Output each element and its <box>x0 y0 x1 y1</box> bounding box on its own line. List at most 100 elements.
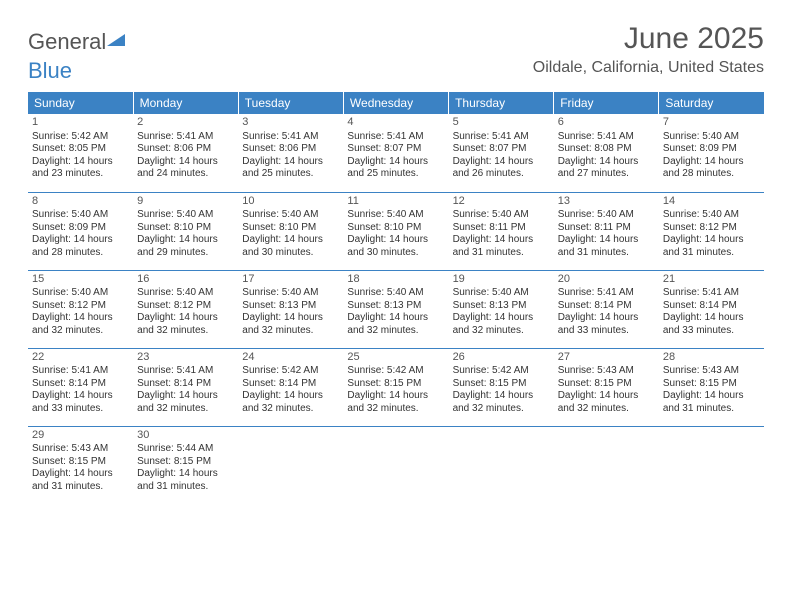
day-number: 8 <box>32 195 129 209</box>
day-details: Sunrise: 5:40 AMSunset: 8:11 PMDaylight:… <box>558 209 655 259</box>
calendar-day: 9Sunrise: 5:40 AMSunset: 8:10 PMDaylight… <box>133 192 238 270</box>
calendar-day: 12Sunrise: 5:40 AMSunset: 8:11 PMDayligh… <box>449 192 554 270</box>
calendar-empty <box>238 426 343 504</box>
day-number: 11 <box>347 195 444 209</box>
calendar-day: 23Sunrise: 5:41 AMSunset: 8:14 PMDayligh… <box>133 348 238 426</box>
calendar-week: 22Sunrise: 5:41 AMSunset: 8:14 PMDayligh… <box>28 348 764 426</box>
day-details: Sunrise: 5:41 AMSunset: 8:06 PMDaylight:… <box>242 131 339 181</box>
calendar-day: 18Sunrise: 5:40 AMSunset: 8:13 PMDayligh… <box>343 270 448 348</box>
logo-triangle-icon <box>107 28 125 54</box>
day-number: 6 <box>558 116 655 130</box>
day-number: 29 <box>32 429 129 443</box>
day-number: 14 <box>663 195 760 209</box>
calendar-day: 4Sunrise: 5:41 AMSunset: 8:07 PMDaylight… <box>343 114 448 192</box>
day-details: Sunrise: 5:40 AMSunset: 8:12 PMDaylight:… <box>137 287 234 337</box>
calendar-day: 13Sunrise: 5:40 AMSunset: 8:11 PMDayligh… <box>554 192 659 270</box>
weekday-header: Saturday <box>659 92 764 114</box>
calendar-table: SundayMondayTuesdayWednesdayThursdayFrid… <box>28 92 764 504</box>
day-number: 10 <box>242 195 339 209</box>
day-details: Sunrise: 5:41 AMSunset: 8:08 PMDaylight:… <box>558 131 655 181</box>
day-details: Sunrise: 5:41 AMSunset: 8:06 PMDaylight:… <box>137 131 234 181</box>
day-details: Sunrise: 5:41 AMSunset: 8:14 PMDaylight:… <box>137 365 234 415</box>
weekday-header: Monday <box>133 92 238 114</box>
day-details: Sunrise: 5:43 AMSunset: 8:15 PMDaylight:… <box>663 365 760 415</box>
day-details: Sunrise: 5:40 AMSunset: 8:10 PMDaylight:… <box>137 209 234 259</box>
calendar-day: 21Sunrise: 5:41 AMSunset: 8:14 PMDayligh… <box>659 270 764 348</box>
calendar-day: 27Sunrise: 5:43 AMSunset: 8:15 PMDayligh… <box>554 348 659 426</box>
calendar-day: 15Sunrise: 5:40 AMSunset: 8:12 PMDayligh… <box>28 270 133 348</box>
logo-text: General Blue <box>28 28 126 84</box>
weekday-row: SundayMondayTuesdayWednesdayThursdayFrid… <box>28 92 764 114</box>
day-number: 24 <box>242 351 339 365</box>
day-details: Sunrise: 5:40 AMSunset: 8:12 PMDaylight:… <box>32 287 129 337</box>
day-number: 3 <box>242 116 339 130</box>
day-number: 21 <box>663 273 760 287</box>
day-details: Sunrise: 5:40 AMSunset: 8:09 PMDaylight:… <box>32 209 129 259</box>
calendar-day: 25Sunrise: 5:42 AMSunset: 8:15 PMDayligh… <box>343 348 448 426</box>
calendar-day: 1Sunrise: 5:42 AMSunset: 8:05 PMDaylight… <box>28 114 133 192</box>
day-details: Sunrise: 5:42 AMSunset: 8:15 PMDaylight:… <box>347 365 444 415</box>
location: Oildale, California, United States <box>533 59 764 77</box>
day-details: Sunrise: 5:42 AMSunset: 8:05 PMDaylight:… <box>32 131 129 181</box>
day-details: Sunrise: 5:41 AMSunset: 8:14 PMDaylight:… <box>32 365 129 415</box>
day-details: Sunrise: 5:40 AMSunset: 8:13 PMDaylight:… <box>453 287 550 337</box>
weekday-header: Tuesday <box>238 92 343 114</box>
day-details: Sunrise: 5:40 AMSunset: 8:10 PMDaylight:… <box>347 209 444 259</box>
day-number: 1 <box>32 116 129 130</box>
calendar-day: 7Sunrise: 5:40 AMSunset: 8:09 PMDaylight… <box>659 114 764 192</box>
calendar-week: 15Sunrise: 5:40 AMSunset: 8:12 PMDayligh… <box>28 270 764 348</box>
calendar-head: SundayMondayTuesdayWednesdayThursdayFrid… <box>28 92 764 114</box>
day-details: Sunrise: 5:43 AMSunset: 8:15 PMDaylight:… <box>32 443 129 493</box>
calendar-day: 30Sunrise: 5:44 AMSunset: 8:15 PMDayligh… <box>133 426 238 504</box>
day-number: 13 <box>558 195 655 209</box>
calendar-day: 3Sunrise: 5:41 AMSunset: 8:06 PMDaylight… <box>238 114 343 192</box>
day-details: Sunrise: 5:40 AMSunset: 8:10 PMDaylight:… <box>242 209 339 259</box>
weekday-header: Sunday <box>28 92 133 114</box>
calendar-day: 6Sunrise: 5:41 AMSunset: 8:08 PMDaylight… <box>554 114 659 192</box>
calendar-day: 20Sunrise: 5:41 AMSunset: 8:14 PMDayligh… <box>554 270 659 348</box>
calendar-empty <box>343 426 448 504</box>
day-number: 15 <box>32 273 129 287</box>
day-details: Sunrise: 5:42 AMSunset: 8:15 PMDaylight:… <box>453 365 550 415</box>
day-details: Sunrise: 5:41 AMSunset: 8:07 PMDaylight:… <box>347 131 444 181</box>
month-title: June 2025 <box>533 22 764 55</box>
day-number: 27 <box>558 351 655 365</box>
calendar-day: 16Sunrise: 5:40 AMSunset: 8:12 PMDayligh… <box>133 270 238 348</box>
day-details: Sunrise: 5:40 AMSunset: 8:11 PMDaylight:… <box>453 209 550 259</box>
calendar-empty <box>659 426 764 504</box>
day-number: 16 <box>137 273 234 287</box>
calendar-day: 8Sunrise: 5:40 AMSunset: 8:09 PMDaylight… <box>28 192 133 270</box>
day-number: 18 <box>347 273 444 287</box>
day-number: 9 <box>137 195 234 209</box>
calendar-week: 1Sunrise: 5:42 AMSunset: 8:05 PMDaylight… <box>28 114 764 192</box>
day-number: 19 <box>453 273 550 287</box>
day-details: Sunrise: 5:41 AMSunset: 8:14 PMDaylight:… <box>663 287 760 337</box>
day-number: 28 <box>663 351 760 365</box>
day-number: 4 <box>347 116 444 130</box>
calendar-day: 11Sunrise: 5:40 AMSunset: 8:10 PMDayligh… <box>343 192 448 270</box>
day-number: 17 <box>242 273 339 287</box>
calendar-day: 10Sunrise: 5:40 AMSunset: 8:10 PMDayligh… <box>238 192 343 270</box>
day-details: Sunrise: 5:40 AMSunset: 8:12 PMDaylight:… <box>663 209 760 259</box>
calendar-day: 2Sunrise: 5:41 AMSunset: 8:06 PMDaylight… <box>133 114 238 192</box>
day-number: 30 <box>137 429 234 443</box>
day-number: 20 <box>558 273 655 287</box>
day-number: 23 <box>137 351 234 365</box>
calendar-day: 24Sunrise: 5:42 AMSunset: 8:14 PMDayligh… <box>238 348 343 426</box>
logo-word-blue: Blue <box>28 58 72 83</box>
weekday-header: Thursday <box>449 92 554 114</box>
day-number: 7 <box>663 116 760 130</box>
day-number: 22 <box>32 351 129 365</box>
calendar-day: 5Sunrise: 5:41 AMSunset: 8:07 PMDaylight… <box>449 114 554 192</box>
day-details: Sunrise: 5:42 AMSunset: 8:14 PMDaylight:… <box>242 365 339 415</box>
calendar-day: 22Sunrise: 5:41 AMSunset: 8:14 PMDayligh… <box>28 348 133 426</box>
title-block: June 2025 Oildale, California, United St… <box>533 22 764 77</box>
day-details: Sunrise: 5:43 AMSunset: 8:15 PMDaylight:… <box>558 365 655 415</box>
calendar-day: 26Sunrise: 5:42 AMSunset: 8:15 PMDayligh… <box>449 348 554 426</box>
logo: General Blue <box>28 22 126 84</box>
day-details: Sunrise: 5:41 AMSunset: 8:07 PMDaylight:… <box>453 131 550 181</box>
page: General Blue June 2025 Oildale, Californi… <box>0 0 792 504</box>
calendar-week: 8Sunrise: 5:40 AMSunset: 8:09 PMDaylight… <box>28 192 764 270</box>
logo-word-general: General <box>28 29 106 54</box>
calendar-body: 1Sunrise: 5:42 AMSunset: 8:05 PMDaylight… <box>28 114 764 504</box>
